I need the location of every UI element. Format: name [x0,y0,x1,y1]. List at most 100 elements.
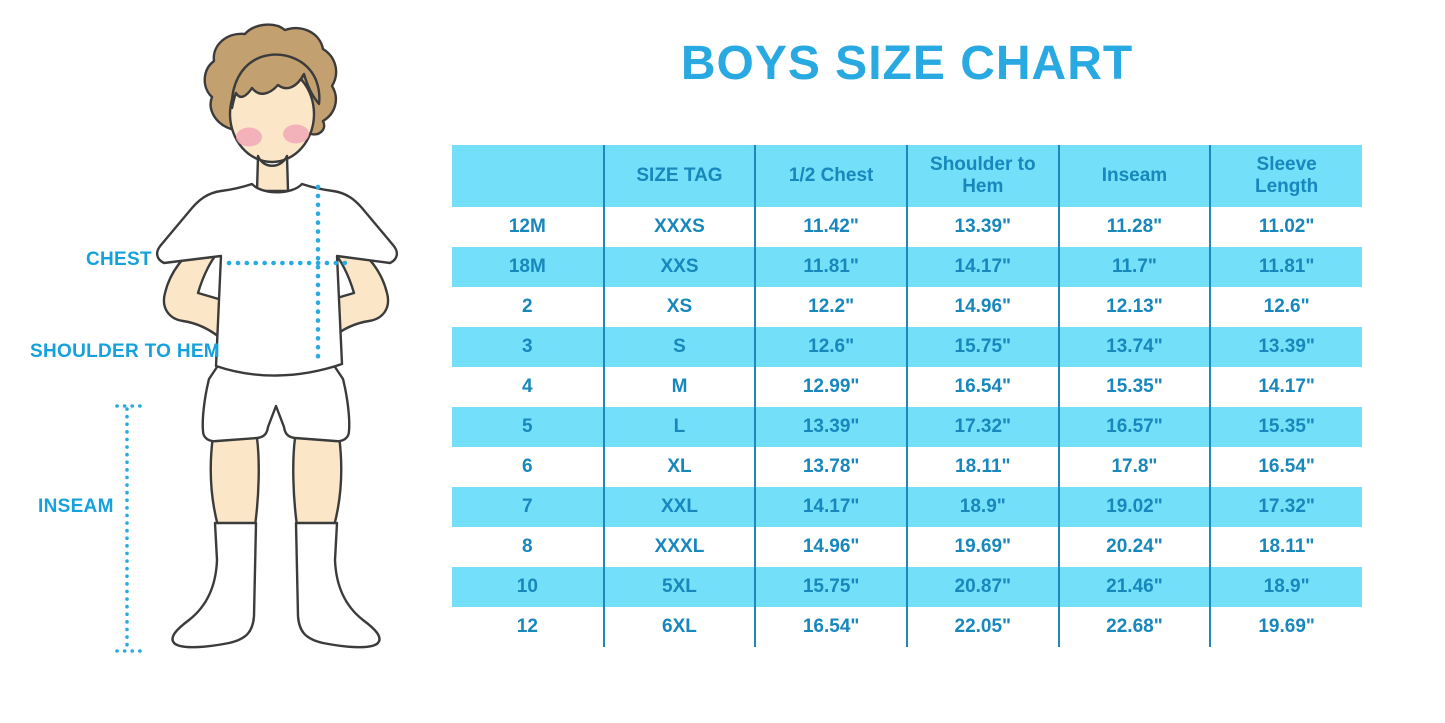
measurement-cell: 21.46" [1057,567,1211,607]
size-cell: 10 [452,567,604,607]
column-header: Inseam [1057,145,1211,207]
measurement-cell: XXL [602,487,756,527]
measurement-cell: 13.39" [1209,327,1362,367]
measurement-cell: 11.81" [1209,247,1362,287]
measurement-cell: 12.2" [754,287,907,327]
measurement-cell: 16.54" [754,607,907,647]
measurement-cell: 18.11" [1209,527,1362,567]
inseam-label: INSEAM [38,496,114,517]
measurement-cell: 5XL [602,567,756,607]
measurement-cell: L [602,407,756,447]
measurement-cell: XS [602,287,756,327]
right-leg [292,434,343,528]
left-cheek [236,127,262,147]
measurement-cell: 15.75" [754,567,907,607]
table-row: 6 XL 13.78" 18.11" 17.8" 16.54" [452,447,1362,487]
left-arm [162,240,232,339]
measurement-cell: 18.11" [905,447,1059,487]
size-cell: 4 [522,376,533,397]
table-row: 12M XXXS 11.42" 13.39" 11.28" 11.02" [452,207,1362,247]
hair-fringe [230,53,321,110]
table-row: 3 S 12.6" 15.75" 13.74" 13.39" [452,327,1362,367]
measurement-cell: 19.69" [905,527,1059,567]
column-header: Sleeve Length [1209,145,1362,207]
page-title: BOYS SIZE CHART [680,37,1134,90]
size-cell: 2 [522,296,533,317]
measurement-cell: 15.35" [1209,407,1362,447]
chest-label: CHEST [86,249,152,270]
measurement-cell: 14.17" [754,487,907,527]
measurement-cell: S [602,327,756,367]
size-table: SIZE TAG 1/2 Chest Shoulder to Hem Inseam Sl… [452,145,1362,647]
measurement-cell: XL [602,447,756,487]
measurement-cell: 18.9" [1209,567,1362,607]
measurement-cell: 14.96" [905,287,1059,327]
measurement-cell: 11.02" [1209,207,1362,247]
measurement-cell: 11.28" [1057,207,1211,247]
table-row: 4 M 12.99" 16.54" 15.35" 14.17" [452,367,1362,407]
measurement-cell: 12.6" [1209,287,1362,327]
size-cell: 18M [452,247,604,287]
size-table-body: 12M XXXS 11.42" 13.39" 11.28" 11.02" 18M XXS 11.… [452,207,1362,647]
measurement-cell: 20.24" [1057,527,1211,567]
measurement-cell: 14.96" [754,527,907,567]
measurement-cell: 11.42" [754,207,907,247]
measurement-cell: 6XL [602,607,756,647]
size-cell: 12 [516,616,538,637]
measurement-cell: XXS [602,247,756,287]
measurement-cell: XXXS [602,207,756,247]
size-cell: 7 [452,487,604,527]
measurement-cell: 11.7" [1057,247,1211,287]
measurement-cell: 17.32" [905,407,1059,447]
measurement-cell: 15.75" [905,327,1059,367]
measurement-cell: 13.39" [754,407,907,447]
measurement-cell: 16.54" [1209,447,1362,487]
measurement-cell: 20.87" [905,567,1059,607]
measurement-cell: 17.8" [1057,447,1211,487]
measurement-cell: 17.32" [1209,487,1362,527]
column-header: 1/2 Chest [754,145,907,207]
table-row: 5 L 13.39" 17.32" 16.57" 15.35" [452,407,1362,447]
measurement-cell: 12.6" [754,327,907,367]
column-header: SIZE TAG [602,145,756,207]
left-sock [171,521,258,649]
table-row: 2 XS 12.2" 14.96" 12.13" 12.6" [452,287,1362,327]
table-row: 12 6XL 16.54" 22.05" 22.68" 19.69" [452,607,1362,647]
measurement-cell: 16.54" [905,367,1059,407]
measurement-cell: 11.81" [754,247,907,287]
measurement-cell: 19.69" [1209,607,1362,647]
shoulder-to-hem-label: SHOULDER TO HEM [30,341,220,362]
size-table-header-row: SIZE TAG 1/2 Chest Shoulder to Hem Inseam Sl… [452,145,1362,207]
measurement-cell: 14.17" [905,247,1059,287]
measurement-cell: M [602,367,756,407]
table-row: 8 XXXL 14.96" 19.69" 20.24" 18.11" [452,527,1362,567]
measurement-cell: 12.13" [1057,287,1211,327]
measurement-cell: 13.39" [905,207,1059,247]
measurement-cell: 16.57" [1057,407,1211,447]
measurement-cell: XXXL [602,527,756,567]
measurement-cell: 22.68" [1057,607,1211,647]
size-cell: 8 [522,536,533,557]
measurement-cell: 14.17" [1209,367,1362,407]
column-header-empty [452,145,604,207]
measurement-cell: 13.78" [754,447,907,487]
measurement-cell: 12.99" [754,367,907,407]
size-cell: 3 [452,327,604,367]
size-cell: 5 [452,407,604,447]
table-row: 18M XXS 11.81" 14.17" 11.7" 11.81" [452,247,1362,287]
measurement-cell: 18.9" [905,487,1059,527]
neck [255,154,290,193]
table-row: 7 XXL 14.17" 18.9" 19.02" 17.32" [452,487,1362,527]
left-leg [209,434,260,528]
measurement-cell: 13.74" [1057,327,1211,367]
size-cell: 12M [508,216,546,237]
measurement-cell: 15.35" [1057,367,1211,407]
measurement-cell: 19.02" [1057,487,1211,527]
size-cell: 6 [522,456,533,477]
boy-illustration [115,23,398,653]
right-cheek [283,124,309,144]
column-header: Shoulder to Hem [905,145,1059,207]
right-sock [294,521,381,649]
measurement-cell: 22.05" [905,607,1059,647]
